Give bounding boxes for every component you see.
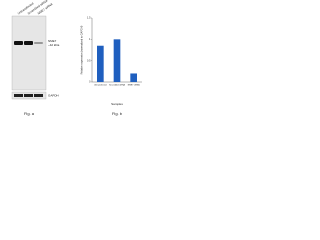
caption: Fig. b	[112, 111, 123, 116]
band	[34, 42, 43, 44]
y-axis-label: Relative expression (normalized to GAPDH…	[81, 25, 84, 74]
y-tick-label: 1	[89, 38, 91, 41]
control-label: GAPDH	[48, 93, 59, 97]
blot-panel: Untransfected Scrambled siRNA NME7 siRNA…	[11, 0, 60, 116]
bar	[97, 45, 104, 82]
band	[14, 41, 23, 45]
x-axis-label: Samples	[111, 102, 123, 106]
band	[34, 94, 43, 97]
size-label: ~42 kDa	[48, 43, 60, 47]
band	[24, 41, 33, 45]
target-label: NME7	[48, 39, 57, 43]
bar	[130, 73, 137, 82]
caption: Fig. a	[24, 111, 35, 116]
chart: Relative expression (normalized to GAPDH…	[81, 17, 142, 116]
x-tick-label: NME7 siRNA	[128, 84, 140, 87]
blot-membrane	[11, 15, 47, 91]
bar	[113, 39, 121, 82]
y-tick-label: 1.5	[87, 17, 91, 20]
figure: Untransfected Scrambled siRNA NME7 siRNA…	[11, 0, 142, 116]
y-tick-label: 0	[89, 81, 91, 84]
band	[14, 94, 23, 97]
y-tick-label: 0.5	[87, 59, 91, 62]
x-tick-label: Untransfected	[94, 84, 106, 87]
x-tick-label: Scrambled siRNA	[109, 84, 125, 87]
band	[24, 94, 33, 97]
page: Untransfected Scrambled siRNA NME7 siRNA…	[0, 0, 150, 122]
